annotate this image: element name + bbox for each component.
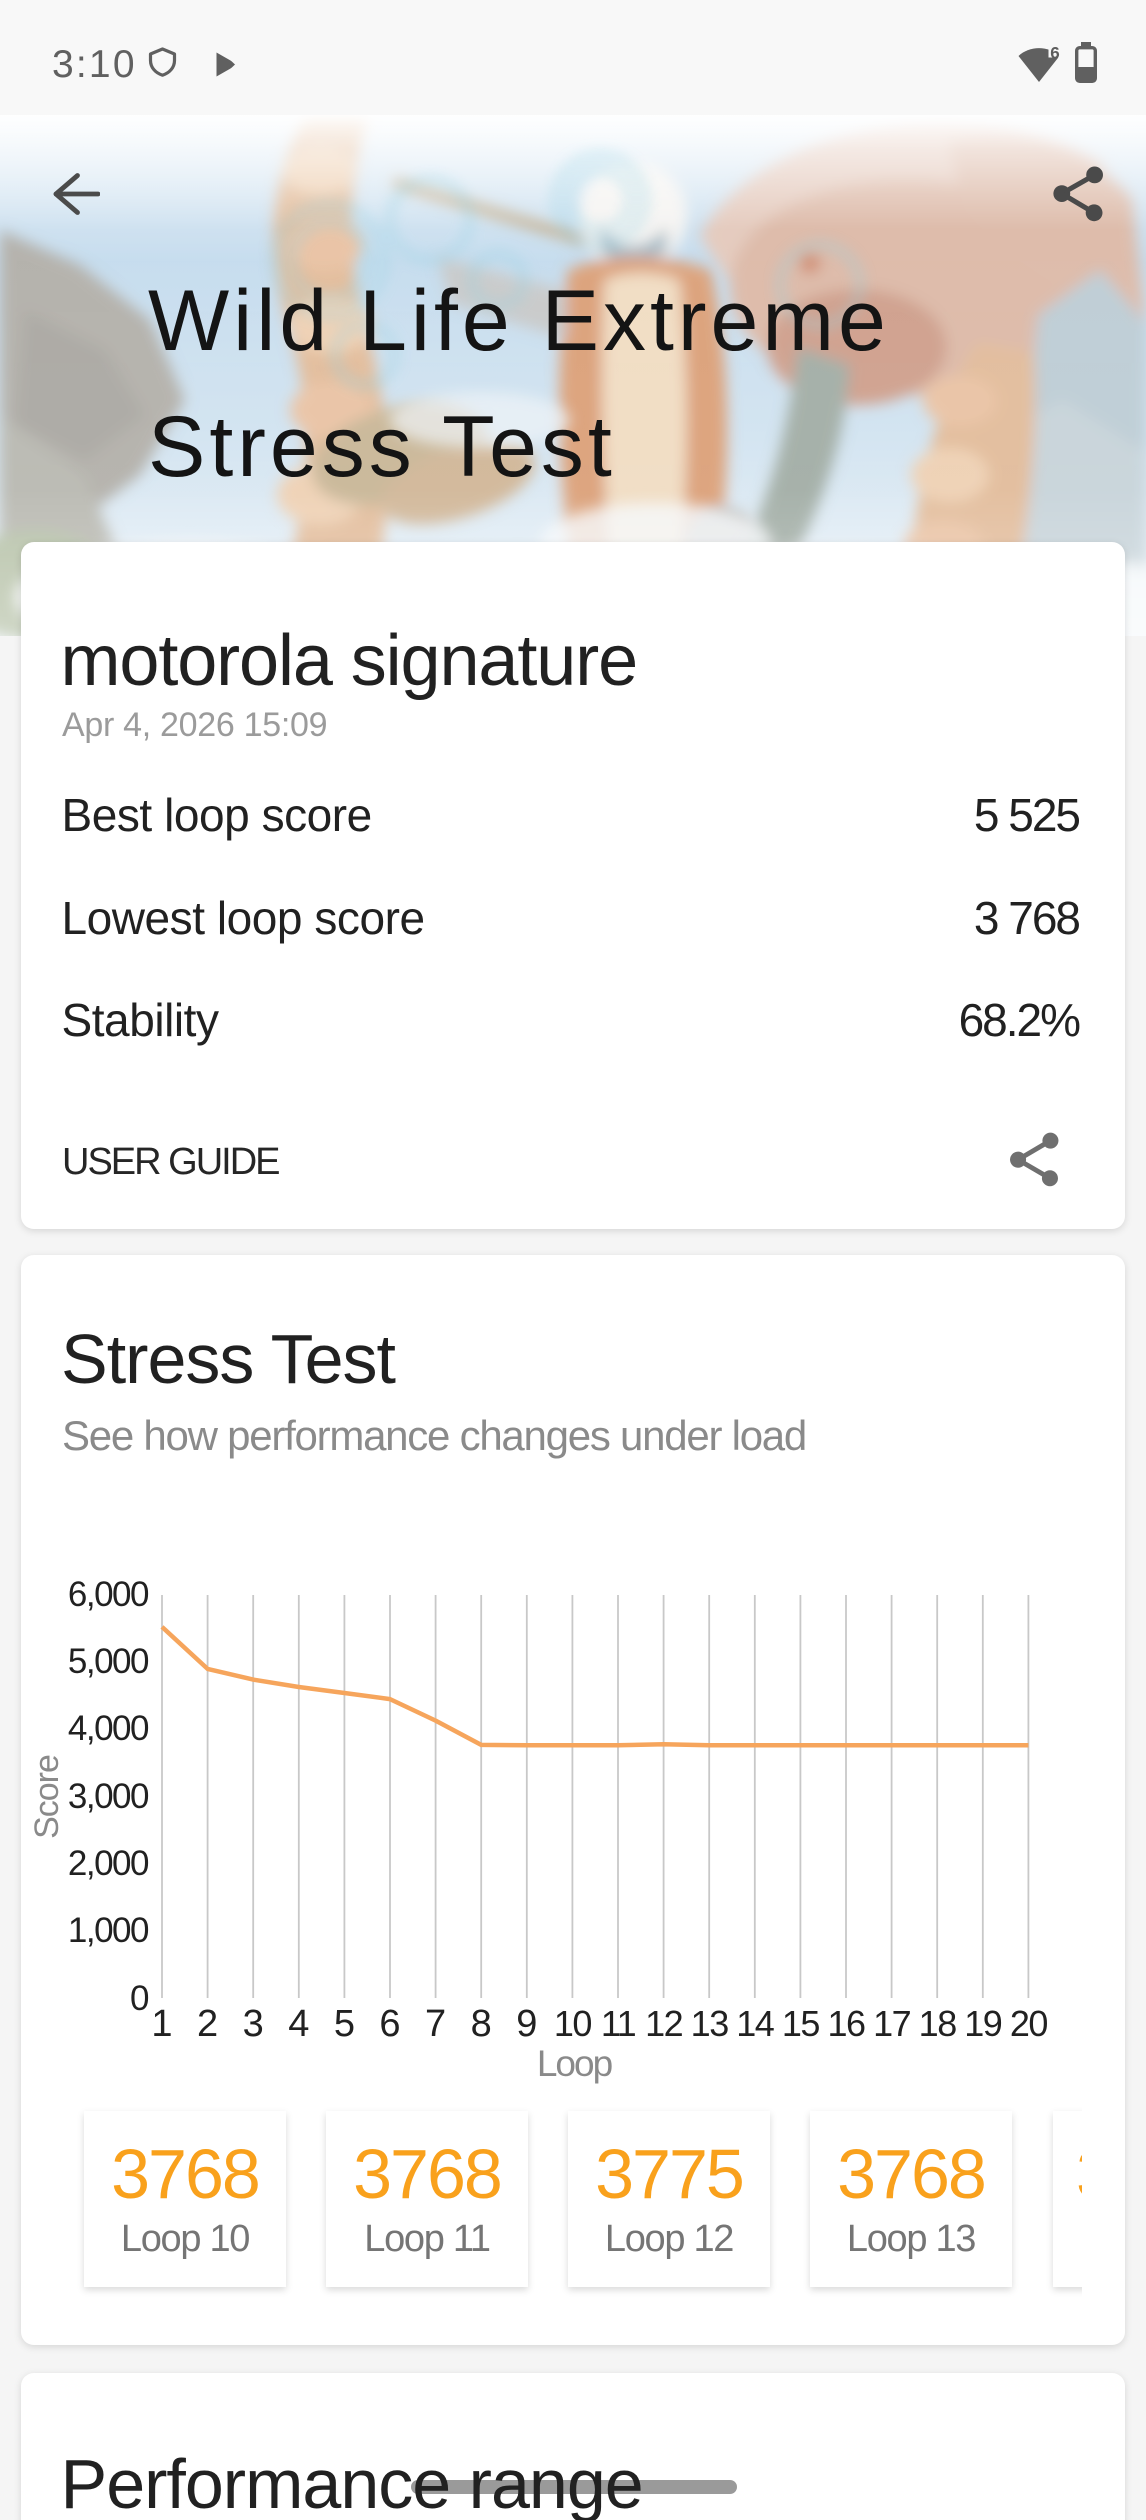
svg-text:3,000: 3,000 (68, 1777, 149, 1816)
svg-text:14: 14 (736, 2003, 774, 2044)
svg-text:10: 10 (554, 2003, 592, 2044)
svg-text:5: 5 (334, 2003, 355, 2045)
svg-text:5,000: 5,000 (68, 1642, 149, 1681)
svg-text:18: 18 (919, 2003, 957, 2044)
svg-text:2: 2 (197, 2003, 218, 2045)
svg-text:6: 6 (1050, 45, 1059, 63)
svg-text:4,000: 4,000 (68, 1709, 149, 1748)
svg-text:Loop: Loop (537, 2043, 613, 2084)
svg-text:19: 19 (964, 2003, 1002, 2044)
svg-text:4: 4 (288, 2003, 309, 2045)
svg-text:2,000: 2,000 (68, 1844, 149, 1883)
svg-text:Score: Score (28, 1755, 66, 1839)
svg-text:9: 9 (516, 2003, 537, 2045)
svg-text:0: 0 (130, 1979, 149, 2018)
svg-text:15: 15 (782, 2003, 820, 2044)
svg-text:6: 6 (379, 2003, 400, 2045)
svg-text:16: 16 (827, 2003, 865, 2044)
svg-text:20: 20 (1010, 2003, 1048, 2044)
svg-text:17: 17 (873, 2003, 911, 2044)
svg-text:3: 3 (243, 2003, 264, 2045)
svg-text:13: 13 (691, 2003, 729, 2044)
svg-text:11: 11 (601, 2003, 636, 2044)
svg-text:12: 12 (645, 2003, 683, 2044)
svg-text:1: 1 (151, 2003, 172, 2045)
svg-text:6,000: 6,000 (68, 1575, 149, 1614)
svg-text:7: 7 (425, 2003, 446, 2045)
svg-text:1,000: 1,000 (68, 1911, 149, 1950)
svg-text:8: 8 (471, 2003, 492, 2045)
